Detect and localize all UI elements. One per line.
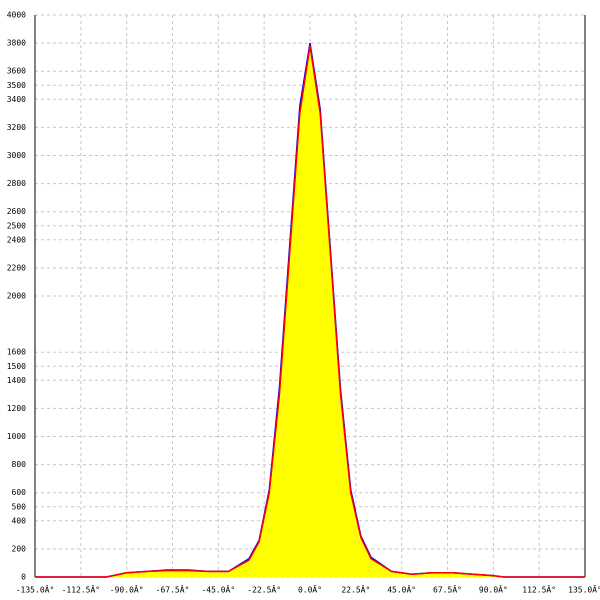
y-tick-label: 2400 <box>7 235 26 244</box>
y-tick-label: 800 <box>12 460 27 469</box>
x-tick-label: -67.5Â° <box>156 584 190 595</box>
y-tick-label: 2200 <box>7 263 26 272</box>
x-tick-label: 22.5Â° <box>341 584 370 595</box>
y-tick-label: 4000 <box>7 11 26 20</box>
x-tick-label: 45.0Â° <box>387 584 416 595</box>
x-tick-label: -135.0Â° <box>16 584 55 595</box>
y-tick-label: 2800 <box>7 179 26 188</box>
x-tick-label: -90.0Â° <box>110 584 144 595</box>
y-tick-label: 600 <box>12 488 27 497</box>
x-tick-label: -112.5Â° <box>62 584 101 595</box>
y-tick-label: 2600 <box>7 207 26 216</box>
x-tick-label: 67.5Â° <box>433 584 462 595</box>
area <box>35 45 585 578</box>
y-tick-label: 1400 <box>7 376 26 385</box>
x-tick-label: 90.0Â° <box>479 584 508 595</box>
y-tick-label: 3800 <box>7 39 26 48</box>
y-tick-label: 0 <box>21 573 26 582</box>
x-tick-label: 112.5Â° <box>522 584 556 595</box>
y-tick-label: 3600 <box>7 67 26 76</box>
y-tick-label: 3200 <box>7 123 26 132</box>
y-tick-label: 3500 <box>7 81 26 90</box>
y-tick-label: 1000 <box>7 432 26 441</box>
y-tick-label: 400 <box>12 516 27 525</box>
y-tick-label: 1500 <box>7 362 26 371</box>
x-tick-label: 135.0Â° <box>568 584 600 595</box>
y-tick-label: 3400 <box>7 95 26 104</box>
line <box>35 45 585 578</box>
x-tick-label: -45.0Â° <box>201 584 235 595</box>
y-tick-label: 2500 <box>7 221 26 230</box>
x-tick-label: -22.5Â° <box>247 584 281 595</box>
y-tick-label: 500 <box>12 502 27 511</box>
y-tick-label: 2000 <box>7 292 26 301</box>
y-tick-label: 1600 <box>7 348 26 357</box>
y-tick-label: 200 <box>12 544 27 553</box>
x-tick-label: 0.0Â° <box>298 584 322 595</box>
y-tick-label: 3000 <box>7 151 26 160</box>
y-tick-label: 1200 <box>7 404 26 413</box>
